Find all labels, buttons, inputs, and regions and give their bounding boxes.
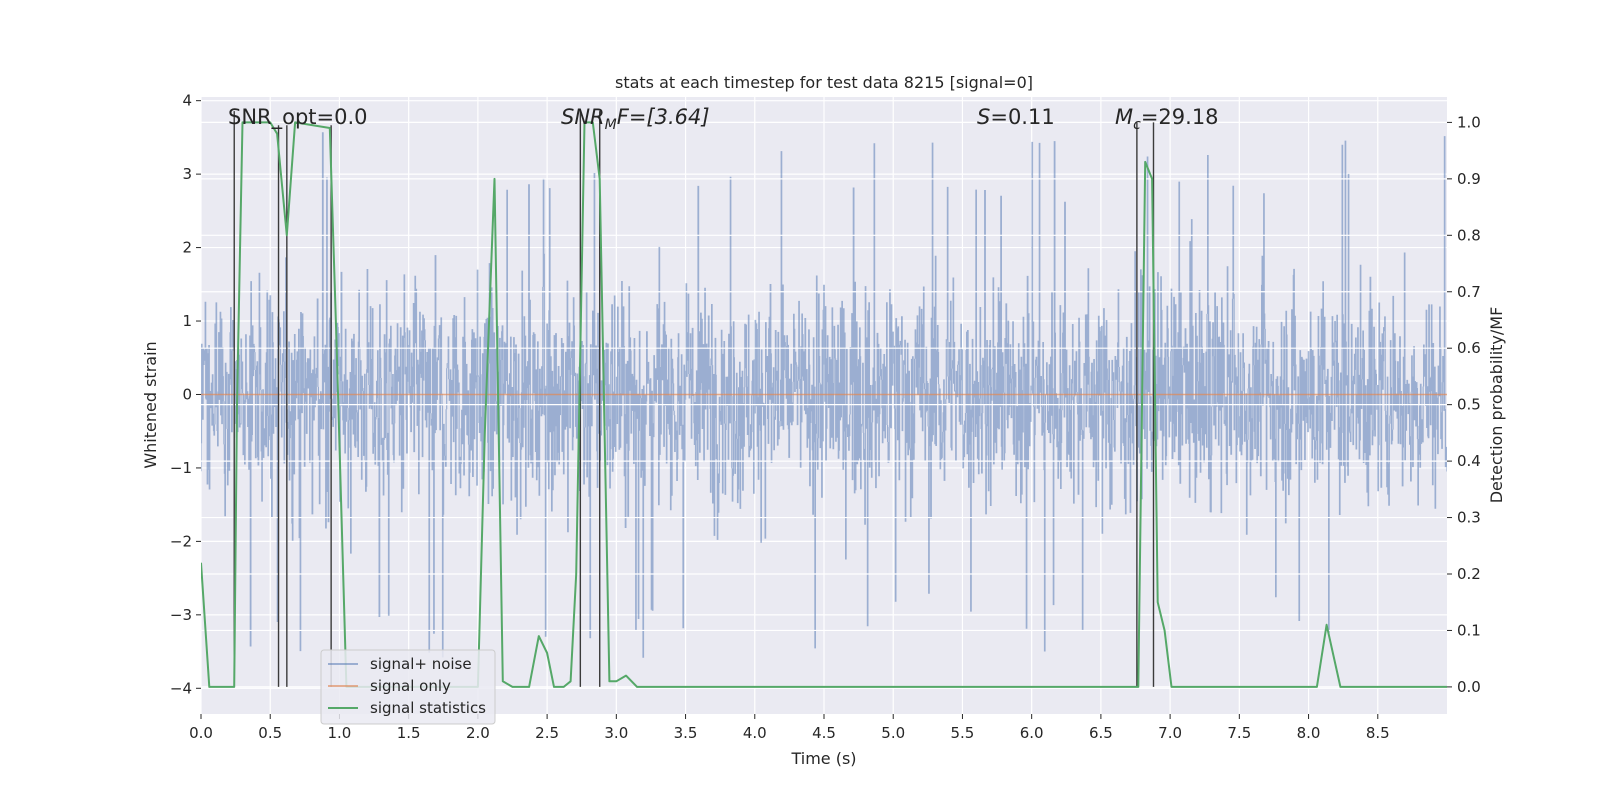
s-var: S bbox=[977, 105, 990, 129]
x-tick-label: 2.5 bbox=[535, 724, 559, 742]
y-tick-label-right: 0.4 bbox=[1457, 452, 1481, 470]
y-tick-label-left: −4 bbox=[170, 679, 192, 697]
x-tick-label: 8.5 bbox=[1366, 724, 1390, 742]
statistics-series bbox=[201, 121, 1447, 688]
snr-mf-base: SNR bbox=[561, 105, 605, 129]
annotation-snr-opt: SNR_opt=0.0 bbox=[228, 105, 368, 130]
snr-mf-sub: M bbox=[605, 117, 617, 133]
x-tick-label: 4.5 bbox=[812, 724, 836, 742]
annotation-mc: Mc=29.18 bbox=[1115, 105, 1219, 133]
x-tick-label: 4.0 bbox=[743, 724, 767, 742]
y-ticks-left: 4 3 2 1 0 −1 −2 −3 −4 bbox=[170, 92, 201, 697]
y-tick-label-right: 0.1 bbox=[1457, 621, 1481, 639]
y-tick-label-right: 1.0 bbox=[1457, 113, 1481, 131]
chart-title: stats at each timestep for test data 821… bbox=[615, 73, 1033, 92]
y-tick-label-right: 0.5 bbox=[1457, 396, 1481, 414]
statistics-line bbox=[201, 121, 1447, 688]
snr-mf-rest: F=[3.64] bbox=[617, 105, 710, 129]
y-tick-label-right: 0.7 bbox=[1457, 283, 1481, 301]
y-tick-label-left: 3 bbox=[182, 165, 192, 183]
x-tick-label: 6.5 bbox=[1089, 724, 1113, 742]
annotation-snr-mf: SNRMF=[3.64] bbox=[561, 105, 710, 133]
y-tick-label-left: 2 bbox=[182, 239, 192, 257]
x-tick-label: 7.5 bbox=[1227, 724, 1251, 742]
x-tick-label: 5.0 bbox=[881, 724, 905, 742]
y-tick-label-left: 0 bbox=[182, 385, 192, 403]
x-tick-label: 1.0 bbox=[328, 724, 352, 742]
x-tick-label: 3.5 bbox=[674, 724, 698, 742]
x-tick-label: 0.5 bbox=[258, 724, 282, 742]
mc-sub: c bbox=[1133, 117, 1141, 133]
x-tick-label: 5.5 bbox=[951, 724, 975, 742]
y-tick-label-right: 0.6 bbox=[1457, 339, 1481, 357]
y-axis-label-left: Whitened strain bbox=[141, 341, 160, 468]
y-ticks-right: 1.0 0.9 0.8 0.7 0.6 0.5 0.4 0.3 0.2 0.1 0.0 bbox=[1447, 113, 1481, 696]
y-tick-label-right: 0.8 bbox=[1457, 226, 1481, 244]
y-tick-label-right: 0.3 bbox=[1457, 509, 1481, 527]
mc-rest: =29.18 bbox=[1141, 105, 1219, 129]
y-tick-label-left: 4 bbox=[182, 92, 192, 110]
x-tick-label: 6.0 bbox=[1020, 724, 1044, 742]
legend-label-signal: signal only bbox=[370, 677, 451, 695]
x-tick-label: 3.0 bbox=[604, 724, 628, 742]
mc-base: M bbox=[1115, 105, 1133, 129]
legend-label-noise: signal+ noise bbox=[370, 655, 472, 673]
annotation-s: S=0.11 bbox=[977, 105, 1055, 129]
x-tick-label: 8.0 bbox=[1297, 724, 1321, 742]
y-axis-label-right: Detection probability/MF bbox=[1487, 307, 1506, 504]
y-tick-label-left: −1 bbox=[170, 459, 192, 477]
legend-box bbox=[320, 649, 496, 725]
s-rest: =0.11 bbox=[990, 105, 1054, 129]
y-tick-label-left: −3 bbox=[170, 606, 192, 624]
x-axis-label: Time (s) bbox=[790, 749, 856, 768]
x-tick-label: 0.0 bbox=[189, 724, 213, 742]
x-tick-label: 2.0 bbox=[466, 724, 490, 742]
y-tick-label-left: 1 bbox=[182, 312, 192, 330]
y-tick-label-right: 0.9 bbox=[1457, 170, 1481, 188]
x-tick-label: 1.5 bbox=[397, 724, 421, 742]
legend: signal+ noise signal only signal statist… bbox=[320, 649, 496, 725]
x-ticks: 0.0 0.5 1.0 1.5 2.0 2.5 3.0 3.5 4.0 4.5 5.0 5.5 6.0 6… bbox=[189, 714, 1390, 742]
y-tick-label-right: 0.0 bbox=[1457, 678, 1481, 696]
y-tick-label-right: 0.2 bbox=[1457, 565, 1481, 583]
y-tick-label-left: −2 bbox=[170, 532, 192, 550]
legend-label-stats: signal statistics bbox=[370, 699, 486, 717]
x-tick-label: 7.0 bbox=[1158, 724, 1182, 742]
